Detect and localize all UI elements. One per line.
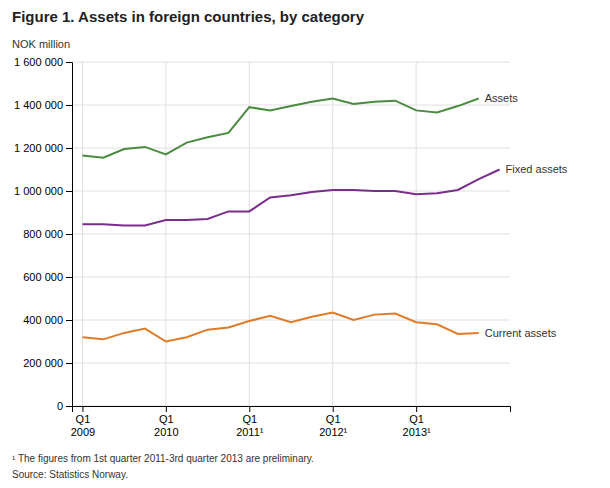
y-tick-mark — [66, 148, 72, 149]
series-label: Fixed assets — [506, 163, 568, 175]
x-tick-label-line: 2012¹ — [319, 426, 347, 438]
grid-line-y — [72, 62, 510, 63]
x-tick-label: Q12009 — [71, 413, 95, 438]
y-tick: 200 000 — [23, 357, 72, 369]
y-tick-label: 1 000 000 — [14, 185, 63, 197]
y-tick-mark — [66, 62, 72, 63]
grid-line-x — [249, 62, 250, 406]
source: Source: Statistics Norway. — [12, 469, 128, 480]
x-tick-label: Q12010 — [154, 413, 178, 438]
y-tick-label: 200 000 — [23, 357, 63, 369]
grid-line-y — [72, 234, 510, 235]
chart: Figure 1. Assets in foreign countries, b… — [0, 0, 610, 488]
lines — [82, 99, 499, 342]
y-tick-label: 600 000 — [23, 271, 63, 283]
footnote: ¹ The figures from 1st quarter 2011-3rd … — [12, 453, 314, 464]
y-tick-mark — [66, 277, 72, 278]
y-tick: 0 — [57, 400, 72, 412]
x-axis-line — [73, 407, 511, 413]
x-tick: Q12013¹ — [403, 406, 431, 438]
series-line — [82, 312, 478, 341]
x-tick-label-line: Q1 — [326, 413, 341, 425]
grid-line-x — [332, 62, 333, 406]
y-tick-mark — [66, 105, 72, 106]
y-tick-label: 400 000 — [23, 314, 63, 326]
series-label: Current assets — [485, 327, 557, 339]
grid-line-x — [416, 62, 417, 406]
y-tick-mark — [66, 363, 72, 364]
x-tick-label-line: Q1 — [76, 413, 91, 425]
x-tick-label-line: Q1 — [409, 413, 424, 425]
y-axis: 0 200 000 400 000 600 000 800 000 1 000 000 1 … — [14, 56, 72, 412]
title: Figure 1. Assets in foreign countries, b… — [12, 8, 365, 25]
y-tick-label: 0 — [57, 400, 63, 412]
x-tick-label: Q12011¹ — [236, 413, 264, 438]
y-tick-label: 1 600 000 — [14, 56, 63, 68]
x-tick: Q12010 — [154, 406, 178, 438]
y-tick: 1 000 000 — [14, 185, 72, 197]
x-tick-label-line: 2013¹ — [403, 426, 431, 438]
y-tick-mark — [66, 320, 72, 321]
x-tick-label-line: Q1 — [159, 413, 174, 425]
y-tick-label: 1 200 000 — [14, 142, 63, 154]
x-tick-label-line: 2010 — [154, 426, 178, 438]
grid-line-y — [72, 277, 510, 278]
x-tick: Q12011¹ — [236, 406, 264, 438]
x-tick: Q12009 — [71, 406, 95, 438]
grid-line-x — [165, 62, 166, 406]
y-axis-label: NOK million — [12, 38, 70, 50]
grid — [72, 62, 510, 406]
plot: 0 200 000 400 000 600 000 800 000 1 000 000 1 … — [14, 56, 568, 438]
x-tick: Q12012¹ — [319, 406, 347, 438]
series-line — [82, 170, 499, 226]
grid-line-x — [82, 62, 83, 406]
y-tick-label: 1 400 000 — [14, 99, 63, 111]
y-tick-mark — [66, 406, 72, 407]
grid-line-y — [72, 320, 510, 321]
grid-line-y — [72, 363, 510, 364]
x-tick-mark — [249, 406, 250, 412]
y-tick: 800 000 — [23, 228, 72, 240]
x-tick-mark — [166, 406, 167, 412]
y-tick-label: 800 000 — [23, 228, 63, 240]
y-tick: 600 000 — [23, 271, 72, 283]
y-tick: 1 600 000 — [14, 56, 72, 68]
x-tick-label-line: 2011¹ — [236, 426, 264, 438]
x-tick-label: Q12013¹ — [403, 413, 431, 438]
y-tick: 400 000 — [23, 314, 72, 326]
x-tick-mark — [82, 406, 83, 412]
series-label: Assets — [485, 92, 519, 104]
x-tick-mark — [333, 406, 334, 412]
y-tick-mark — [66, 234, 72, 235]
x-tick-mark — [416, 406, 417, 412]
x-tick-label-line: Q1 — [242, 413, 257, 425]
series-line — [82, 99, 478, 158]
x-tick-label-line: 2009 — [71, 426, 95, 438]
y-tick: 1 200 000 — [14, 142, 72, 154]
y-axis-line — [66, 63, 73, 407]
y-tick: 1 400 000 — [14, 99, 72, 111]
x-axis: Q12009Q12010Q12011¹Q12012¹Q12013¹ — [71, 406, 511, 438]
y-tick-mark — [66, 191, 72, 192]
series-labels: Assets Fixed assets Current assets — [485, 92, 568, 338]
x-tick-label: Q12012¹ — [319, 413, 347, 438]
